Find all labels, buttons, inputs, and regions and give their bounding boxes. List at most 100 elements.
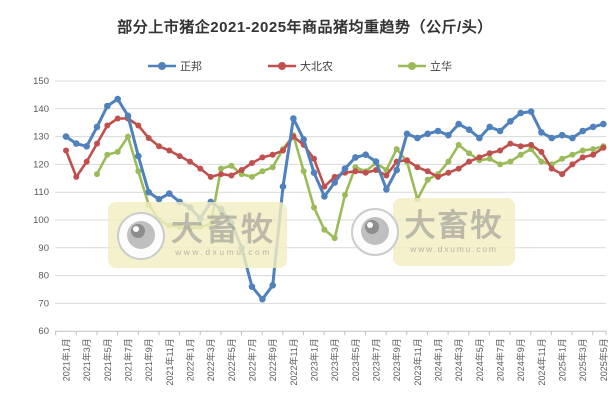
x-tick-label: 2022年5月 [226,338,237,381]
y-tick-label: 80 [38,271,49,282]
x-tick-label: 2025年1月 [557,338,568,381]
x-tick-label: 2023年5月 [350,338,361,381]
data-point-大北农-2023年1月 [311,155,317,162]
data-point-大北农-2025年2月 [569,161,576,168]
logo-eye-ball [127,221,155,249]
data-point-立华-2023年9月 [393,146,400,153]
data-point-大北农-2022年8月 [259,154,266,161]
data-point-正邦-2023年9月 [393,166,401,174]
data-point-大北农-2022年9月 [269,151,276,158]
data-point-立华-2023年12月 [424,176,431,183]
data-point-立华-2023年3月 [331,235,338,242]
data-point-大北农-2021年5月 [104,122,111,129]
data-point-大北农-2025年5月 [600,144,607,151]
y-tick-label: 100 [33,215,49,226]
data-point-正邦-2023年7月 [372,158,380,165]
data-point-正邦-2025年1月 [558,131,566,139]
legend-item-立华[interactable]: 立华 [398,58,452,74]
data-point-立华-2024年8月 [507,158,514,165]
data-point-大北农-2024年11月 [538,148,545,155]
legend-marker-正邦 [148,62,176,70]
x-tick-label: 2021年7月 [123,338,134,381]
data-point-立华-2025年3月 [579,147,586,154]
data-point-正邦-2022年9月 [269,282,277,289]
data-point-大北农-2022年6月 [238,167,245,173]
legend-label-立华: 立华 [430,61,452,73]
data-point-立华-2021年4月 [94,171,100,178]
data-point-立华-2024年3月 [455,141,462,148]
data-point-正邦-2021年4月 [93,123,101,131]
legend-label-大北农: 大北农 [300,61,333,73]
data-point-大北农-2022年5月 [228,172,235,179]
x-tick-label: 2022年11月 [288,338,299,385]
x-tick-label: 2024年3月 [453,338,464,381]
data-point-正邦-2023年6月 [362,151,370,158]
data-point-正邦-2024年12月 [548,134,555,142]
data-point-立华-2025年1月 [559,155,566,162]
data-point-大北农-2023年5月 [352,168,359,175]
data-point-立华-2023年4月 [342,192,348,198]
data-point-立华-2022年4月 [218,165,224,172]
data-point-正邦-2024年1月 [434,127,442,135]
data-point-正邦-2023年10月 [403,130,411,138]
x-tick-label: 2022年7月 [247,338,258,381]
legend-item-大北农[interactable]: 大北农 [268,58,333,74]
x-tick-label: 2024年7月 [495,338,506,381]
data-point-正邦-2024年9月 [517,109,524,117]
data-point-立华-2024年2月 [445,158,452,165]
chart-title: 部分上市猪企2021-2025年商品猪均重趋势（公斤/头） [117,19,493,36]
data-point-正邦-2021年9月 [145,188,152,196]
data-point-立华-2024年4月 [466,150,473,157]
data-point-大北农-2024年4月 [466,158,473,165]
data-point-立华-2021年5月 [104,151,111,158]
x-tick-label: 2024年11月 [536,338,547,385]
data-point-正邦-2025年3月 [579,127,586,135]
data-point-大北农-2025年3月 [579,154,586,161]
data-point-正邦-2021年11月 [166,190,173,197]
data-point-正邦-2021年5月 [104,102,111,110]
data-point-立华-2021年7月 [125,133,131,140]
y-tick-label: 90 [38,243,49,254]
data-point-立华-2023年5月 [352,164,359,171]
logo-eye-ball [361,217,389,245]
x-tick-label: 2024年9月 [515,338,526,381]
data-point-大北农-2022年7月 [249,160,255,166]
legend-item-正邦[interactable]: 正邦 [148,58,202,74]
data-point-立华-2022年12月 [300,168,307,175]
data-point-大北农-2024年7月 [497,147,504,154]
data-point-立华-2024年10月 [528,146,535,153]
data-point-正邦-2022年8月 [259,295,266,303]
x-tick-label: 2023年1月 [309,338,320,381]
data-point-大北农-2024年2月 [445,169,452,176]
data-point-正邦-2024年3月 [455,120,463,128]
data-point-正邦-2021年3月 [83,143,90,150]
data-point-大北农-2021年12月 [176,153,183,160]
data-point-大北农-2023年11月 [414,164,421,171]
data-point-立华-2024年6月 [486,155,493,162]
data-point-大北农-2021年10月 [156,143,162,150]
data-point-正邦-2025年5月 [600,120,607,128]
watermark-url-text: www.dxumu.com [410,243,498,254]
data-point-大北农-2024年3月 [455,165,462,172]
y-tick-label: 120 [33,159,49,170]
data-point-大北农-2022年3月 [207,173,214,180]
watermark-url-text: www.dxumu.com [175,247,272,257]
data-point-正邦-2022年10月 [279,183,287,190]
data-point-大北农-2021年4月 [94,140,100,147]
data-point-正邦-2023年5月 [352,154,359,161]
y-tick-label: 150 [33,76,49,87]
data-point-大北农-2021年1月 [63,147,69,154]
data-point-大北农-2023年6月 [362,169,369,176]
y-tick-label: 130 [33,132,49,143]
logo-eye-pupil [365,220,379,234]
x-tick-label: 2023年11月 [412,338,423,385]
legend-label-正邦: 正邦 [180,61,202,73]
data-point-大北农-2021年2月 [73,173,80,180]
data-point-正邦-2024年11月 [538,129,545,136]
x-tick-label: 2021年1月 [61,338,72,381]
data-point-大北农-2021年8月 [135,122,142,129]
data-point-立华-2021年8月 [135,168,142,175]
data-point-立华-2022年9月 [269,164,276,171]
data-point-正邦-2022年11月 [290,115,297,122]
